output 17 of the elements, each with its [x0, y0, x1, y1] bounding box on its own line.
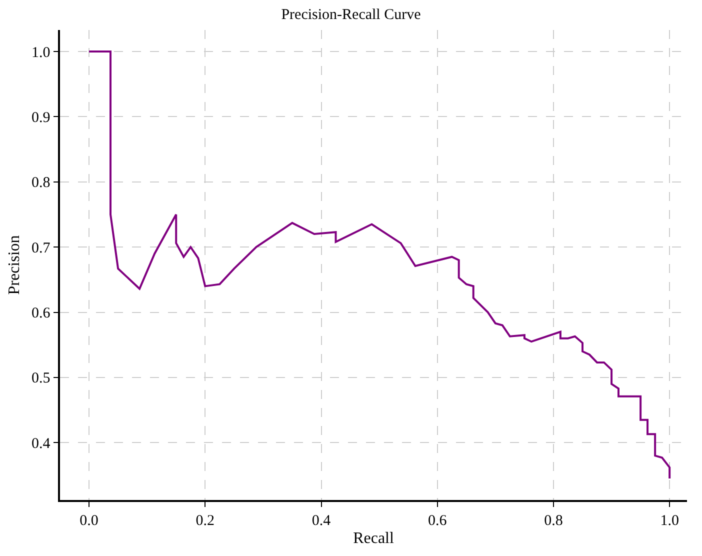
- y-tick-label: 0.6: [32, 306, 51, 322]
- x-tick-label: 1.0: [660, 512, 679, 529]
- x-tick-label: 0.4: [312, 512, 332, 529]
- line-series: [88, 50, 671, 480]
- y-tick-label: 0.5: [32, 370, 50, 387]
- y-axis-title: Precision: [6, 235, 23, 295]
- chart-title: Precision-Recall Curve: [281, 6, 422, 23]
- y-tick-label: 0.7: [32, 240, 51, 256]
- x-tick-label: 0.8: [544, 512, 563, 529]
- y-tick-label: 0.4: [32, 436, 51, 452]
- y-tick-label: 1.0: [32, 44, 50, 61]
- x-axis-title: Recall: [353, 530, 394, 547]
- y-tick-label: 0.9: [32, 110, 50, 126]
- y-tick-label: 0.8: [32, 175, 50, 192]
- x-tick-label: 0.0: [80, 512, 98, 529]
- x-tick-label: 0.2: [196, 512, 215, 529]
- x-tick-label: 0.6: [428, 512, 448, 529]
